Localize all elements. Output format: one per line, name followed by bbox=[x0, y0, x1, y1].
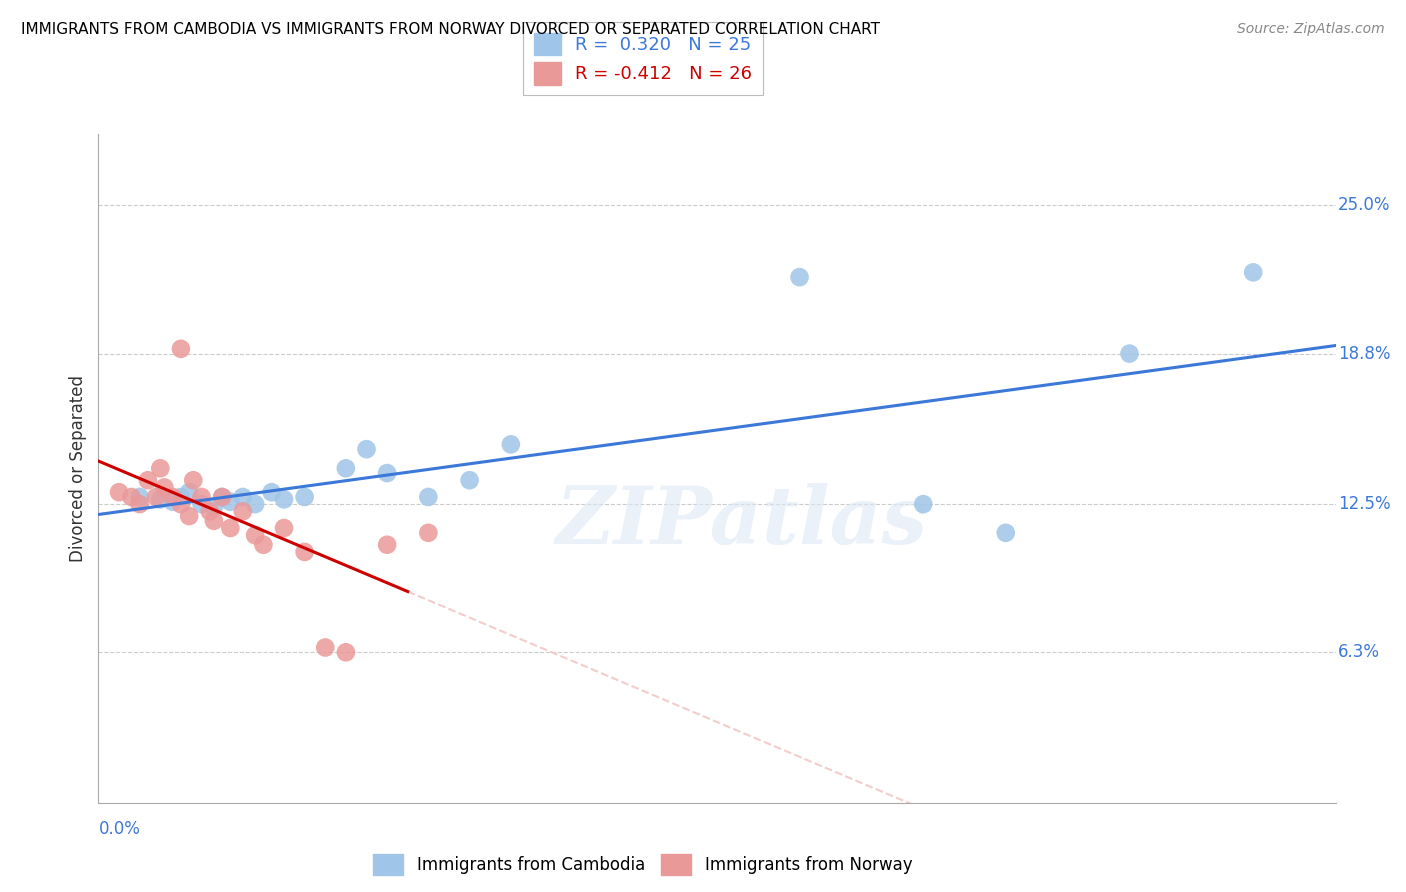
Point bbox=[375, 466, 398, 480]
Point bbox=[198, 504, 221, 518]
Point bbox=[243, 497, 266, 511]
Point bbox=[120, 490, 142, 504]
Point bbox=[294, 545, 316, 559]
Text: 25.0%: 25.0% bbox=[1339, 196, 1391, 214]
Point bbox=[202, 514, 225, 528]
Point bbox=[273, 492, 295, 507]
Point bbox=[136, 473, 159, 487]
Point bbox=[260, 485, 283, 500]
Point bbox=[356, 442, 378, 457]
Text: 18.8%: 18.8% bbox=[1339, 344, 1391, 363]
Y-axis label: Divorced or Separated: Divorced or Separated bbox=[69, 375, 87, 562]
Point bbox=[418, 525, 440, 540]
Point bbox=[232, 504, 254, 518]
Point bbox=[153, 480, 176, 494]
Point bbox=[335, 645, 357, 659]
Text: 6.3%: 6.3% bbox=[1339, 643, 1381, 661]
Point bbox=[179, 509, 201, 524]
Text: ZIPatlas: ZIPatlas bbox=[555, 483, 928, 560]
Point bbox=[181, 473, 204, 487]
Legend: Immigrants from Cambodia, Immigrants from Norway: Immigrants from Cambodia, Immigrants fro… bbox=[367, 847, 920, 881]
Point bbox=[211, 490, 233, 504]
Point bbox=[128, 490, 150, 504]
Point bbox=[202, 500, 225, 514]
Point bbox=[179, 485, 201, 500]
Point bbox=[219, 494, 242, 508]
Text: Source: ZipAtlas.com: Source: ZipAtlas.com bbox=[1237, 22, 1385, 37]
Point bbox=[170, 490, 193, 504]
Point bbox=[211, 490, 233, 504]
Point bbox=[162, 494, 184, 508]
Point bbox=[294, 490, 316, 504]
Point bbox=[1241, 265, 1264, 279]
Point bbox=[1118, 346, 1140, 360]
Point bbox=[252, 538, 274, 552]
Point bbox=[145, 490, 167, 504]
Point bbox=[219, 521, 242, 535]
Point bbox=[243, 528, 266, 542]
Point bbox=[190, 490, 212, 504]
Point bbox=[912, 497, 935, 511]
Point bbox=[190, 497, 212, 511]
Point bbox=[128, 497, 150, 511]
Point bbox=[375, 538, 398, 552]
Point bbox=[314, 640, 336, 655]
Point bbox=[149, 492, 172, 507]
Point bbox=[335, 461, 357, 475]
Text: 0.0%: 0.0% bbox=[98, 820, 141, 838]
Point bbox=[994, 525, 1017, 540]
Point bbox=[273, 521, 295, 535]
Point bbox=[418, 490, 440, 504]
Point bbox=[789, 270, 811, 285]
Point bbox=[458, 473, 481, 487]
Point bbox=[149, 461, 172, 475]
Point bbox=[170, 342, 193, 356]
Point bbox=[162, 490, 184, 504]
Point bbox=[170, 497, 193, 511]
Text: 12.5%: 12.5% bbox=[1339, 495, 1391, 513]
Point bbox=[108, 485, 131, 500]
Text: IMMIGRANTS FROM CAMBODIA VS IMMIGRANTS FROM NORWAY DIVORCED OR SEPARATED CORRELA: IMMIGRANTS FROM CAMBODIA VS IMMIGRANTS F… bbox=[21, 22, 880, 37]
Point bbox=[232, 490, 254, 504]
Point bbox=[499, 437, 522, 451]
